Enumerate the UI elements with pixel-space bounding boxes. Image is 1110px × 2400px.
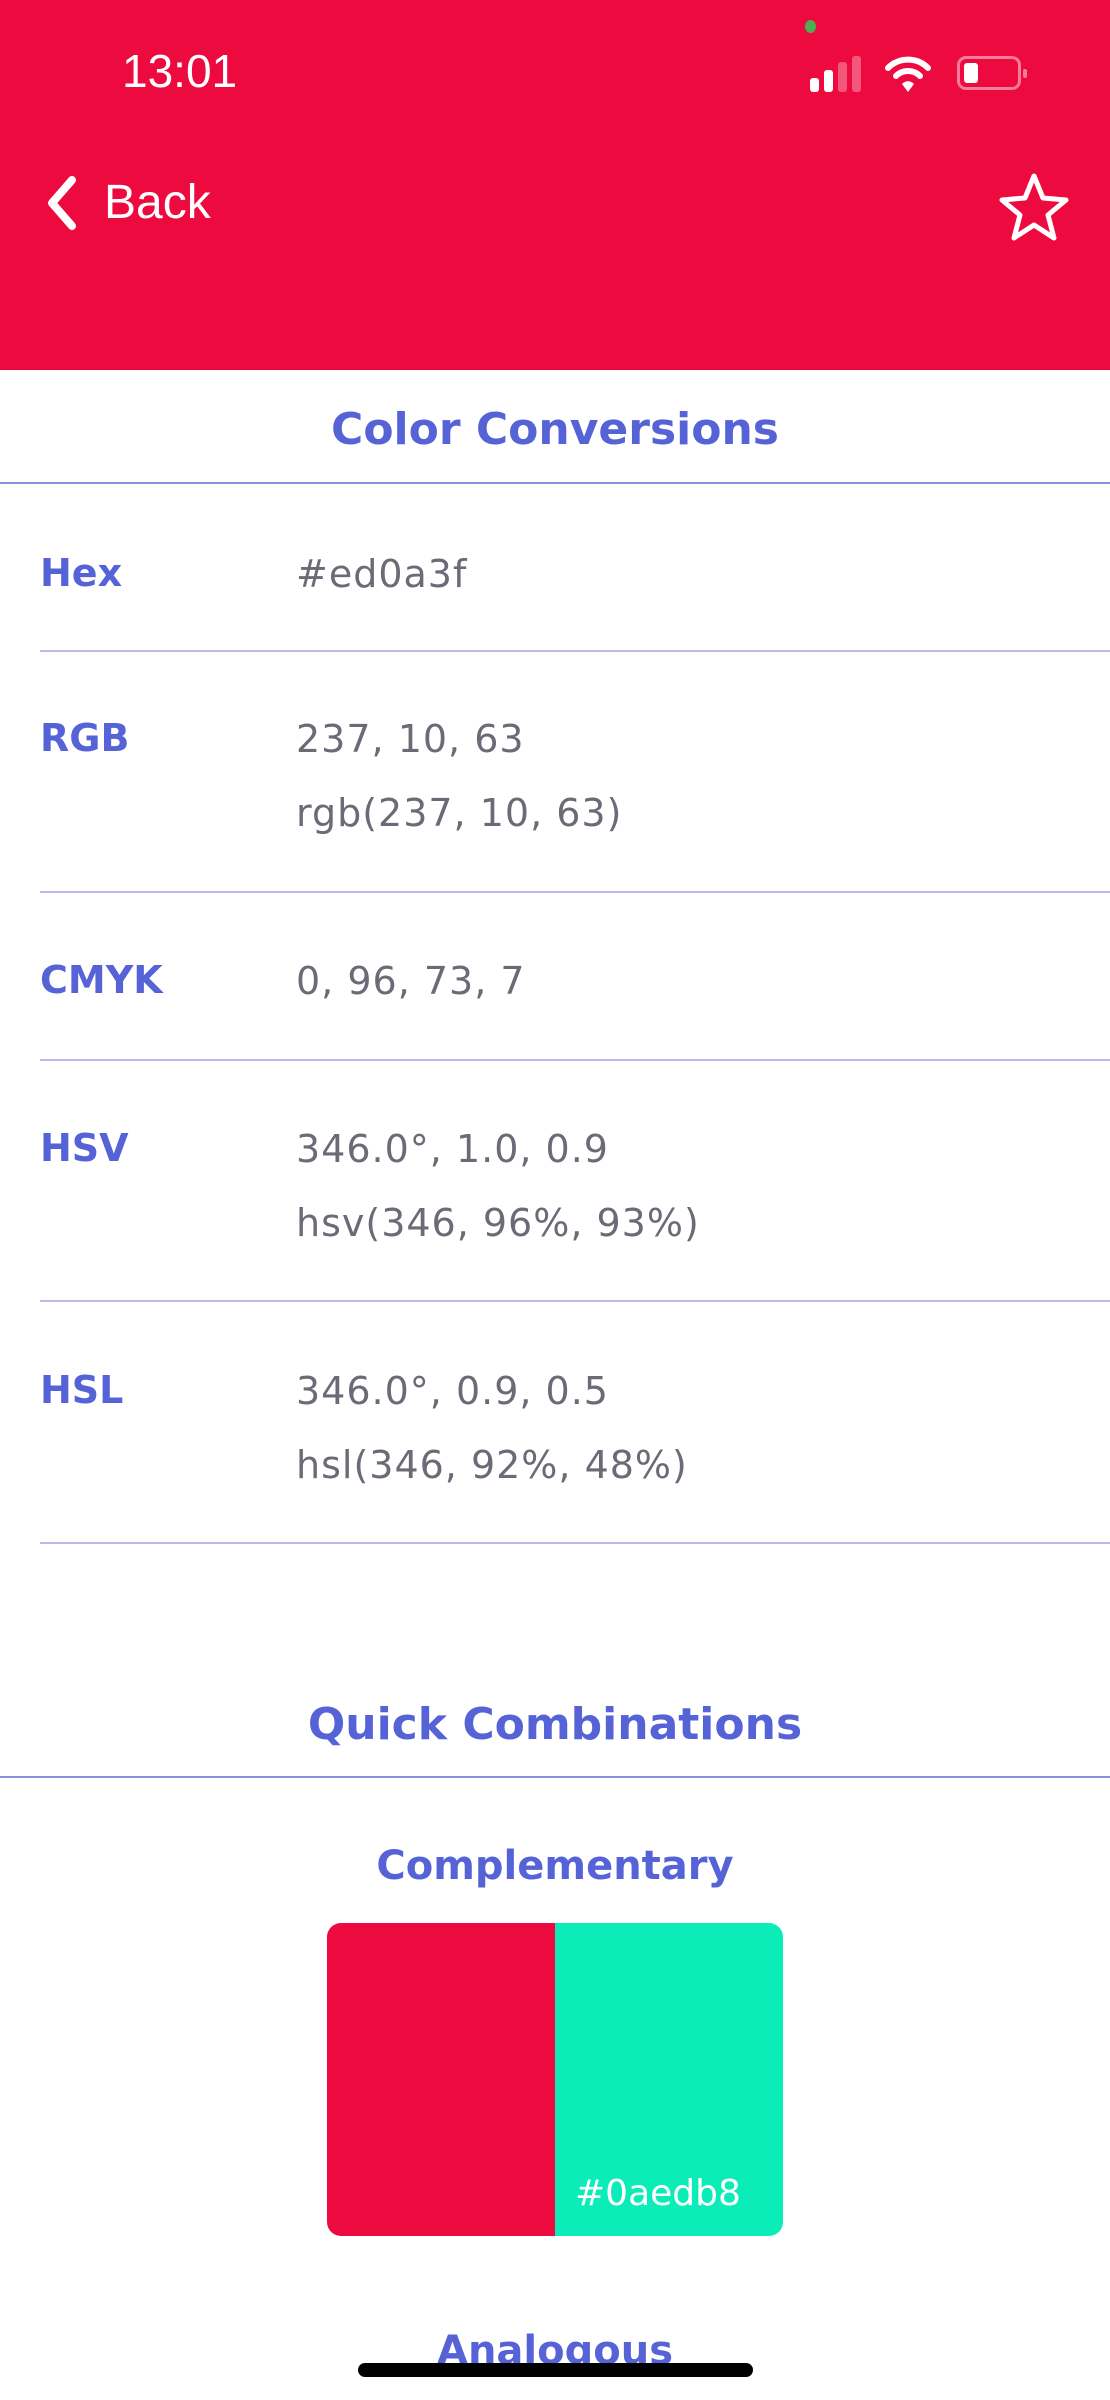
back-label: Back (104, 176, 211, 229)
rgb-label: RGB (40, 716, 130, 760)
hex-value[interactable]: #ed0a3f (296, 552, 468, 596)
chevron-left-icon (48, 175, 76, 230)
divider (40, 891, 1110, 893)
battery-icon (957, 56, 1027, 90)
complementary-title: Complementary (376, 1843, 734, 1889)
complement-hex-label: #0aedb8 (575, 2173, 741, 2214)
hsv-value[interactable]: 346.0°, 1.0, 0.9 (296, 1127, 609, 1171)
complementary-swatch[interactable]: #0aedb8 (327, 1923, 783, 2236)
hsl-css-value[interactable]: hsl(346, 92%, 48%) (296, 1443, 688, 1487)
divider (40, 1300, 1110, 1302)
privacy-indicator-dot (805, 20, 816, 33)
cmyk-value[interactable]: 0, 96, 73, 7 (296, 959, 526, 1003)
quick-combinations-title: Quick Combinations (307, 1699, 803, 1750)
status-time: 13:01 (122, 45, 238, 97)
base-color-swatch[interactable] (327, 1923, 555, 2236)
signal-icon (810, 56, 870, 92)
color-conversions-title: Color Conversions (331, 404, 779, 455)
rgb-value[interactable]: 237, 10, 63 (296, 717, 525, 761)
divider (40, 1542, 1110, 1544)
hsv-css-value[interactable]: hsv(346, 96%, 93%) (296, 1201, 700, 1245)
home-indicator[interactable] (358, 2363, 753, 2377)
hsv-label: HSV (40, 1126, 129, 1170)
divider (0, 1776, 1110, 1778)
divider (40, 1059, 1110, 1061)
divider (40, 650, 1110, 652)
cmyk-label: CMYK (40, 958, 163, 1002)
wifi-icon (885, 56, 931, 92)
rgb-css-value[interactable]: rgb(237, 10, 63) (296, 791, 623, 835)
complement-color-swatch[interactable]: #0aedb8 (555, 1923, 783, 2236)
star-outline-icon[interactable] (998, 172, 1070, 242)
hsl-label: HSL (40, 1368, 124, 1412)
divider (0, 482, 1110, 484)
hsl-value[interactable]: 346.0°, 0.9, 0.5 (296, 1369, 609, 1413)
back-button[interactable]: Back (44, 175, 211, 230)
hex-label: Hex (40, 551, 123, 595)
